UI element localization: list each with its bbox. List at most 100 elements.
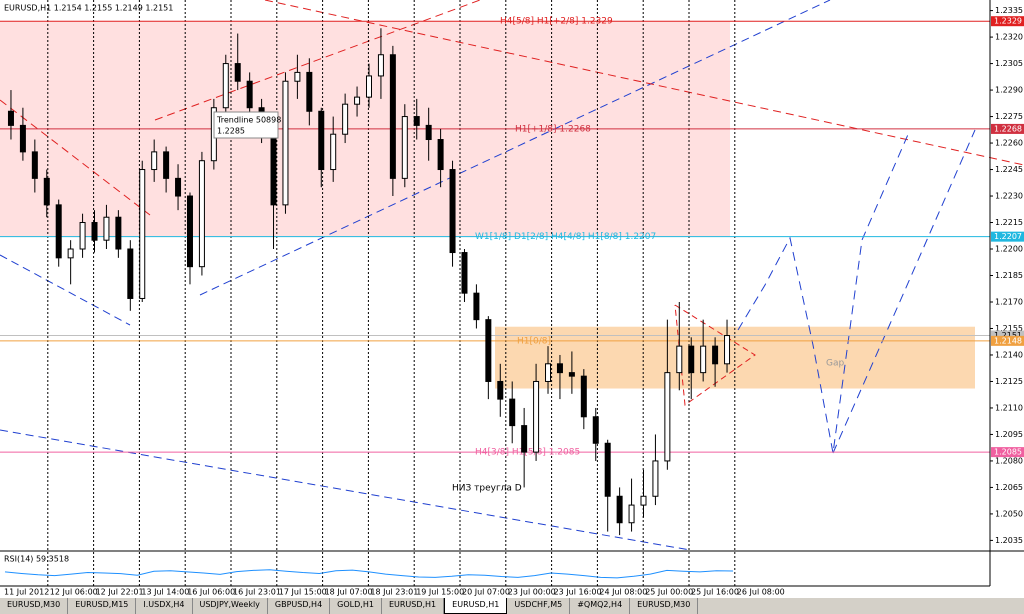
tab[interactable]: USDJPY,Weekly	[193, 598, 268, 614]
candle-body	[580, 375, 587, 418]
candle-body	[652, 460, 659, 497]
tab-bar: EURUSD,M30 EURUSD,M15 I.USDX,H4 USDJPY,Week…	[0, 598, 1024, 614]
candle-body	[67, 248, 74, 259]
candle-body	[676, 345, 683, 374]
x-tick-label: 13 Jul 14:00	[141, 588, 189, 597]
y-tick-label: 1.2140	[995, 350, 1023, 359]
candle-body	[330, 133, 337, 171]
candle-body	[19, 124, 26, 153]
chart-title: EURUSD,H1 1.2154 1.2155 1.2149 1.2151	[4, 4, 173, 13]
candle-body	[556, 363, 563, 374]
annotation: Gap	[826, 359, 844, 369]
y-tick-label: 1.2215	[995, 218, 1023, 227]
level-label: W1[1/8] D1[2/8] H4[4/8] H1[8/8] 1.2207	[475, 232, 656, 242]
tab[interactable]: USDCHF,M5	[507, 598, 571, 614]
price-tag-label: 1.2148	[994, 336, 1022, 345]
tab[interactable]: EURUSD,H1	[444, 598, 508, 614]
x-tick-label: 16 Jul 23:01	[233, 588, 281, 597]
y-tick-label: 1.2230	[995, 192, 1023, 201]
tab[interactable]: #QMQ2,H4	[570, 598, 631, 614]
price-tag-label: 1.2329	[994, 17, 1022, 26]
trendline	[0, 429, 691, 551]
candle-body	[640, 495, 647, 506]
x-tick-label: 25 Jul 16:00	[691, 588, 739, 597]
tab[interactable]: EURUSD,H1	[382, 598, 445, 614]
y-tick-label: 1.2290	[995, 86, 1023, 95]
x-tick-label: 24 Jul 08:00	[599, 588, 647, 597]
candle-body	[497, 380, 504, 400]
tooltip-text: Trendline 50898	[216, 116, 281, 125]
candle-body	[55, 204, 62, 259]
x-tick-label: 17 Jul 15:00	[279, 588, 327, 597]
tab[interactable]: EURUSD,M30	[0, 598, 69, 614]
y-tick-label: 1.2305	[995, 59, 1023, 68]
candle-body	[354, 96, 361, 105]
candle-body	[31, 151, 38, 179]
annotation: НИЗ треугла D	[452, 484, 522, 494]
candle-body	[700, 345, 707, 374]
candle-body	[282, 80, 289, 206]
candle-body	[616, 495, 623, 524]
candle-body	[712, 345, 719, 365]
candle-body	[545, 363, 552, 382]
price-tag	[991, 447, 1024, 458]
tooltip-text: 1.2285	[217, 127, 245, 136]
x-tick-label: 23 Jul 16:00	[554, 588, 602, 597]
price-tag-label: 1.2085	[994, 448, 1022, 457]
projection	[737, 129, 911, 454]
x-tick-label: 23 Jul 00:00	[508, 588, 556, 597]
y-tick-label: 1.2035	[995, 536, 1023, 545]
x-tick-label: 25 Jul 00:00	[645, 588, 693, 597]
price-tag-label: 1.2268	[994, 124, 1022, 133]
price-tag	[991, 16, 1024, 27]
tab[interactable]: GOLD,H1	[330, 598, 382, 614]
y-tick-label: 1.2125	[995, 377, 1023, 386]
candle-body	[413, 116, 420, 126]
candle-body	[246, 80, 253, 109]
trendline	[0, 99, 151, 216]
candle-body	[664, 372, 671, 462]
candle-body	[198, 160, 205, 268]
y-tick-label: 1.2155	[995, 324, 1023, 333]
tab[interactable]: I.USDX,H4	[136, 598, 193, 614]
x-tick-label: 19 Jul 15:00	[416, 588, 464, 597]
x-tick-label: 11 Jul 2012	[4, 588, 49, 597]
candle-body	[127, 248, 134, 299]
candle-body	[115, 216, 122, 250]
candle-body	[175, 177, 182, 197]
candle-body	[724, 335, 731, 365]
y-tick-label: 1.2200	[995, 245, 1023, 254]
level-label: H4[5/8] H1[+2/8] 1.2329	[500, 17, 613, 27]
price-tag-label: 1.2207	[994, 232, 1022, 241]
level-label: H1[0/8]	[517, 336, 551, 346]
candle-body	[103, 216, 110, 241]
candle-body	[377, 54, 384, 77]
x-tick-label: 20 Jul 07:00	[462, 588, 510, 597]
candle-body	[437, 139, 444, 171]
tab[interactable]: EURUSD,M30	[630, 598, 699, 614]
price-tag	[991, 123, 1024, 134]
y-tick-label: 1.2320	[995, 33, 1023, 42]
candle-body	[342, 103, 349, 135]
candle-body	[401, 116, 408, 179]
tooltip	[213, 111, 279, 139]
y-tick-label: 1.2170	[995, 297, 1023, 306]
candle-body	[592, 416, 599, 444]
candle-body	[43, 177, 50, 206]
candle-body	[461, 252, 468, 294]
tab[interactable]: GBPUSD,H4	[268, 598, 331, 614]
level-label: H4[3/8] H1[5/8] 1.2085	[475, 448, 580, 458]
candle-body	[151, 151, 158, 171]
tab[interactable]: EURUSD,M15	[68, 598, 137, 614]
candle-body	[163, 151, 170, 179]
y-tick-label: 1.2065	[995, 483, 1023, 492]
rsi-label: RSI(14) 59.3518	[4, 555, 69, 564]
x-tick-label: 12 Jul 06:00	[50, 588, 98, 597]
candle-body	[294, 71, 301, 82]
rsi-line	[4, 569, 734, 579]
y-tick-label: 1.2080	[995, 456, 1023, 465]
x-tick-label: 26 Jul 08:00	[737, 588, 785, 597]
y-tick-label: 1.2245	[995, 165, 1023, 174]
x-tick-label: 12 Jul 22:01	[96, 588, 144, 597]
candle-body	[7, 110, 14, 126]
